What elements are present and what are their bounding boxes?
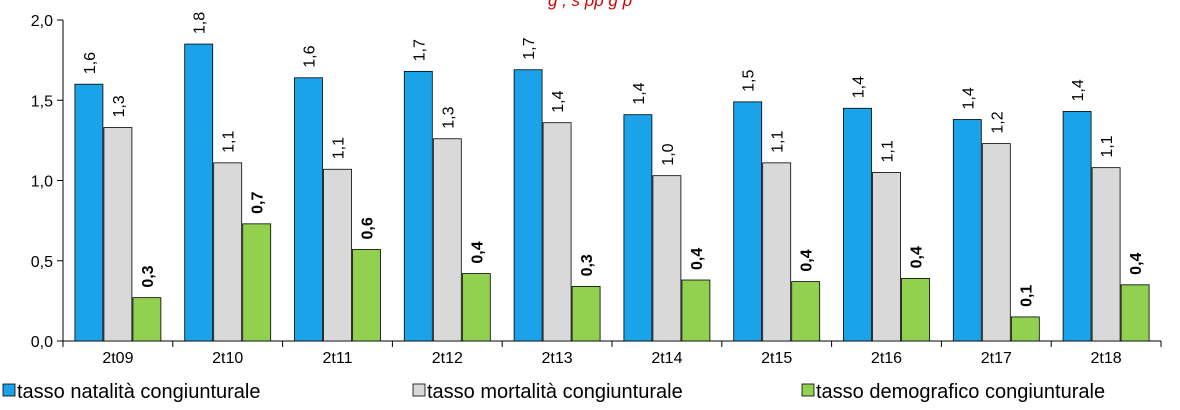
y-tick-label: 0,5 [31, 254, 53, 271]
data-label: 1,4 [631, 82, 648, 104]
data-label: 1,3 [440, 106, 457, 128]
bar [1062, 111, 1092, 342]
bar [242, 223, 272, 342]
data-label: 0,4 [469, 241, 486, 263]
data-label: 1,1 [880, 140, 897, 162]
y-tick-label: 0,0 [31, 334, 53, 351]
x-tick-label: 2t16 [871, 350, 902, 367]
bar [74, 83, 104, 342]
data-label: 0,4 [909, 246, 926, 268]
bar [733, 101, 763, 342]
bar [432, 138, 462, 342]
data-label: 1,1 [221, 131, 238, 153]
bar [872, 172, 901, 342]
bar [623, 114, 653, 342]
data-label: 1,1 [1099, 135, 1116, 157]
data-label: 0,6 [360, 217, 377, 239]
bar [1091, 167, 1121, 342]
data-label: 1,4 [1070, 79, 1087, 101]
bar [294, 77, 323, 342]
data-label: 0,4 [799, 249, 816, 271]
bar [952, 119, 982, 342]
data-label: 1,1 [331, 137, 348, 159]
bar [1120, 284, 1150, 342]
bar [132, 297, 162, 342]
legend-swatch [2, 383, 16, 397]
bar [352, 249, 381, 342]
y-tick-label: 2,0 [31, 13, 53, 30]
bar [403, 70, 433, 342]
bar [184, 43, 214, 342]
data-label: 1,4 [960, 87, 977, 109]
x-tick-label: 2t09 [102, 350, 133, 367]
legend-label: tasso natalità congiunturale [17, 381, 261, 403]
data-label: 1,0 [660, 143, 677, 165]
y-tick-label: 1,5 [31, 93, 53, 110]
x-tick-label: 2t11 [323, 350, 353, 367]
data-label: 0,4 [1128, 252, 1145, 274]
bar [791, 281, 821, 342]
x-tick-label: 2t15 [761, 350, 792, 367]
data-label: 1,4 [550, 90, 567, 112]
bar [762, 162, 792, 342]
bar [513, 69, 543, 342]
legend-swatch [412, 383, 426, 397]
data-label: 0,1 [1018, 285, 1035, 307]
data-label: 1,6 [302, 45, 319, 67]
x-tick-label: 2t17 [981, 350, 1012, 367]
data-label: 1,5 [741, 70, 758, 92]
legend-swatch [801, 383, 815, 397]
data-label: 1,7 [411, 39, 428, 61]
data-label: 1,3 [111, 95, 128, 117]
chart-title-fragment: g , s pp g p [547, 0, 633, 10]
legend-label: tasso demografico congiunturale [816, 381, 1105, 403]
bar [461, 273, 491, 342]
x-tick-label: 2t10 [212, 350, 243, 367]
x-tick-label: 2t18 [1091, 350, 1122, 367]
y-tick-label: 1,0 [31, 174, 53, 191]
data-label: 1,1 [770, 131, 787, 153]
bar [1010, 316, 1040, 342]
bar [901, 278, 930, 342]
bar [681, 279, 711, 342]
bar [981, 143, 1011, 342]
bar [652, 175, 682, 342]
data-label: 0,4 [689, 248, 706, 270]
legend-label: tasso mortalità congiunturale [427, 381, 683, 403]
bar [213, 162, 243, 342]
bar [843, 107, 872, 342]
x-tick-label: 2t12 [432, 350, 463, 367]
data-label: 0,7 [250, 191, 267, 213]
bar [542, 122, 572, 342]
data-label: 1,6 [82, 52, 99, 74]
x-tick-label: 2t14 [651, 350, 682, 367]
data-label: 1,8 [192, 12, 209, 34]
data-label: 0,3 [579, 254, 596, 276]
data-label: 0,3 [140, 265, 157, 287]
data-label: 1,2 [989, 111, 1006, 133]
data-label: 1,7 [521, 37, 538, 59]
x-tick-label: 2t13 [542, 350, 573, 367]
data-label: 1,4 [851, 76, 868, 98]
bar [103, 127, 133, 342]
bar [323, 168, 352, 342]
bar [571, 286, 601, 342]
